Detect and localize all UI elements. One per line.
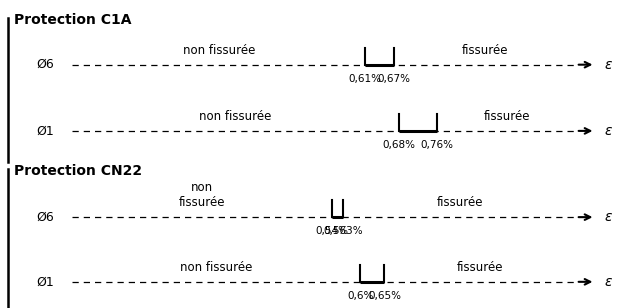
Text: non
fissurée: non fissurée (179, 181, 226, 209)
Text: 0,67%: 0,67% (377, 74, 411, 84)
Text: fissurée: fissurée (484, 110, 530, 123)
Text: non fissurée: non fissurée (180, 261, 253, 274)
Text: 0,6%: 0,6% (347, 291, 374, 301)
Text: 0,61%: 0,61% (349, 74, 382, 84)
Text: Protection C1A: Protection C1A (14, 13, 132, 27)
Text: Ø1: Ø1 (37, 124, 54, 137)
Text: 0,68%: 0,68% (382, 140, 415, 150)
Text: 0,563%: 0,563% (323, 226, 362, 236)
Text: fissurée: fissurée (457, 261, 504, 274)
Text: ε: ε (605, 275, 612, 289)
Text: non fissurée: non fissurée (200, 110, 272, 123)
Text: Ø6: Ø6 (37, 58, 54, 71)
Text: 0,76%: 0,76% (421, 140, 454, 150)
Text: non fissurée: non fissurée (183, 44, 255, 57)
Text: 0,54%: 0,54% (315, 226, 348, 236)
Text: Protection CN22: Protection CN22 (14, 164, 142, 178)
Text: ε: ε (605, 124, 612, 138)
Text: ε: ε (605, 58, 612, 72)
Text: Ø6: Ø6 (37, 211, 54, 224)
Text: 0,65%: 0,65% (368, 291, 401, 301)
Text: ε: ε (605, 210, 612, 224)
Text: Ø1: Ø1 (37, 275, 54, 288)
Text: fissurée: fissurée (437, 197, 483, 209)
Text: fissurée: fissurée (462, 44, 508, 57)
